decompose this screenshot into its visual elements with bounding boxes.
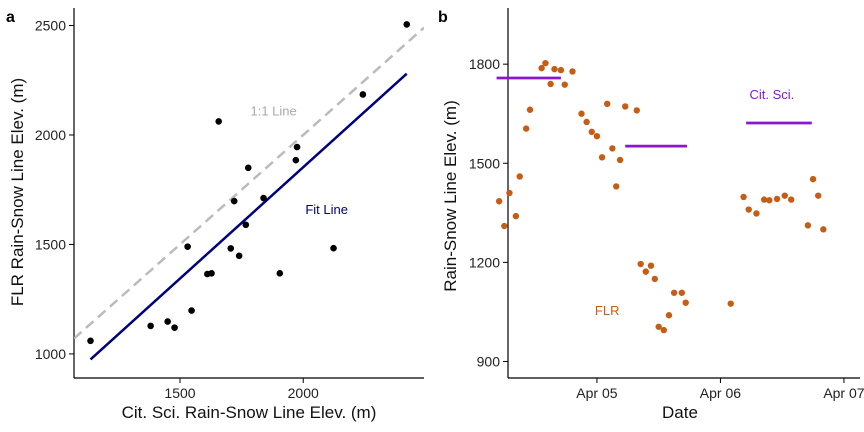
flr-point <box>670 289 678 296</box>
flr-point <box>820 226 827 233</box>
panel-a-point <box>260 194 267 202</box>
flr-point <box>598 154 606 161</box>
flr-point <box>682 299 689 306</box>
flr-point <box>557 66 565 74</box>
panel-a-point <box>359 91 367 98</box>
flr-point <box>815 192 822 199</box>
flr-point <box>622 103 629 110</box>
panel-b-y-tick-label: 1500 <box>469 155 500 171</box>
flr-point <box>660 326 668 334</box>
panel-a-point <box>244 164 252 172</box>
flr-point <box>561 81 568 88</box>
flr-point <box>613 183 620 190</box>
flr-point <box>495 198 503 205</box>
panel-a-annotation: Fit Line <box>305 202 348 217</box>
flr-point <box>804 222 812 229</box>
panel-a-point <box>403 21 411 28</box>
panel-a-xlabel: Cit. Sci. Rain-Snow Line Elev. (m) <box>122 403 377 422</box>
flr-point <box>655 323 662 330</box>
panel-b-plot: Apr 05 Apr 06 Apr 07 900 1200 1500 1800 FLR Cit.… <box>469 8 864 401</box>
panel-a-annotation: 1:1 Line <box>251 103 297 118</box>
panel-a-point <box>242 221 250 229</box>
panel-b-annotation: FLR <box>595 303 620 318</box>
panel-a-ylabel: FLR Rain-Snow Line Elev. (m) <box>8 78 27 306</box>
panel-a-x-tick-label: 1500 <box>164 385 195 401</box>
fit-line <box>89 72 408 361</box>
panel-a-letter: a <box>6 9 15 26</box>
panel-b-y-tick-label: 1800 <box>469 56 500 72</box>
flr-point <box>583 118 590 126</box>
panel-a-y-tick-label: 1000 <box>35 346 66 362</box>
panel-a-y-tick-label: 2000 <box>35 127 66 143</box>
panel-a-plot: 1500 2000 1000 1500 2000 2500 1:1 Line Fit Line <box>35 8 424 401</box>
flr-point <box>547 80 554 88</box>
panel-a-y-tick-label: 1500 <box>35 236 66 252</box>
panel-b-x-tick-label: Apr 07 <box>823 385 864 401</box>
panel-a-point <box>147 322 154 330</box>
flr-point <box>506 189 513 197</box>
flr-point <box>647 262 655 269</box>
flr-point <box>651 275 659 283</box>
panel-a-point <box>87 337 94 345</box>
flr-point <box>745 206 752 213</box>
panel-a-point <box>227 245 235 252</box>
one-to-one-line <box>74 26 424 340</box>
flr-point <box>593 132 601 140</box>
panel-b-xlabel: Date <box>662 403 698 422</box>
flr-point <box>542 59 549 67</box>
panel-b-x-tick-label: Apr 06 <box>700 385 741 401</box>
panel-a-x-tick-label: 2000 <box>288 385 319 401</box>
panel-a-y-tick-label: 2500 <box>35 18 66 34</box>
flr-point <box>740 193 747 201</box>
panel-a-point <box>208 270 215 277</box>
panel-b-y-tick-label: 900 <box>477 353 501 369</box>
panel-b-ylabel: Rain-Snow Line Elev. (m) <box>441 100 460 291</box>
flr-point <box>760 196 768 203</box>
panel-a-point <box>230 197 238 205</box>
flr-point <box>609 145 616 152</box>
flr-point <box>633 107 641 114</box>
flr-point <box>526 106 534 113</box>
flr-point <box>516 173 523 180</box>
panel-b-letter: b <box>438 9 448 26</box>
panel-a-point <box>184 243 191 250</box>
flr-point <box>551 65 558 73</box>
flr-point <box>809 175 817 183</box>
panel-a-point <box>215 118 222 125</box>
flr-point <box>578 110 585 117</box>
flr-point <box>665 312 673 319</box>
flr-point <box>727 300 734 307</box>
flr-point <box>781 192 788 199</box>
panel-b-annotation: Cit. Sci. <box>749 87 794 102</box>
flr-point <box>616 156 624 164</box>
panel-a-point <box>188 307 195 314</box>
panel-a-point <box>235 252 243 260</box>
flr-point <box>538 64 545 72</box>
flr-point <box>522 125 530 132</box>
flr-point <box>501 222 508 230</box>
flr-point <box>604 100 611 108</box>
panel-a-point <box>293 143 301 151</box>
panel-a-point <box>276 270 284 277</box>
flr-point <box>512 212 520 220</box>
flr-point <box>569 68 576 75</box>
flr-point <box>766 197 773 204</box>
panel-b-x-tick-label: Apr 05 <box>576 385 617 401</box>
flr-point <box>637 260 644 268</box>
flr-point <box>678 289 686 296</box>
panel-a-point <box>330 244 337 252</box>
panel-b-y-tick-label: 1200 <box>469 254 500 270</box>
flr-point <box>753 210 760 217</box>
panel-a-point <box>171 324 178 331</box>
panel-a-point <box>292 156 300 164</box>
flr-point <box>787 196 795 203</box>
flr-point <box>773 195 781 203</box>
flr-point <box>642 268 650 275</box>
flr-point <box>588 128 595 136</box>
panel-a-point <box>164 318 171 325</box>
